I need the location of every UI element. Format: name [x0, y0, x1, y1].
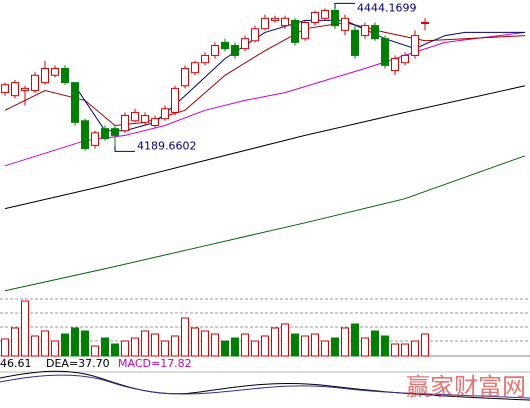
volume-bar — [151, 333, 159, 357]
moving-average-line — [4, 155, 526, 292]
volume-bar — [421, 333, 429, 357]
volume-bar — [321, 340, 329, 357]
volume-bar — [341, 327, 349, 357]
annotation-leader — [114, 145, 135, 152]
candle-body — [111, 128, 119, 136]
candle-body — [211, 44, 219, 56]
volume-bar — [391, 343, 399, 357]
candle-body — [221, 41, 229, 50]
volume-bar — [21, 300, 29, 357]
candle-body — [101, 128, 109, 140]
volume-bar — [301, 335, 309, 357]
volume-bar — [31, 335, 39, 357]
candle-body — [251, 28, 259, 42]
candle-body — [41, 67, 49, 84]
volume-bar — [401, 343, 409, 357]
volume-bar — [251, 340, 259, 357]
candle-body — [321, 9, 329, 19]
macd-dea-line — [0, 374, 530, 399]
volume-bar — [271, 327, 279, 357]
volume-bar — [51, 340, 59, 357]
volume-bar — [331, 337, 339, 357]
annotation-label: 4189.6602 — [137, 139, 197, 152]
candle-body — [121, 115, 129, 132]
candle-body — [271, 17, 279, 21]
candle-body — [231, 44, 239, 56]
candle-body — [51, 67, 59, 76]
candle-body — [381, 38, 389, 66]
volume-bar — [311, 333, 319, 357]
candle-body — [341, 17, 349, 31]
moving-average-line — [4, 85, 526, 210]
candle-body — [151, 118, 159, 126]
volume-bar — [291, 333, 299, 357]
volume-bar — [411, 340, 419, 357]
volume-bar — [231, 337, 239, 357]
volume-bar — [371, 330, 379, 357]
candle-body — [361, 25, 369, 37]
candle-body — [261, 17, 269, 30]
candle-body — [91, 132, 99, 146]
candle-body — [411, 35, 419, 56]
volume-bar — [101, 337, 109, 357]
macd-dif-label: 46.61 — [0, 357, 32, 370]
volume-bar — [121, 340, 129, 357]
macd-label: MACD=17.82 — [118, 357, 192, 370]
volume-bar — [11, 327, 19, 357]
macd-dea-label: DEA=37.70 — [46, 357, 110, 370]
candle-body — [311, 12, 319, 23]
volume-bar — [81, 330, 89, 357]
candle-body — [161, 108, 169, 120]
volume-bar — [111, 343, 119, 357]
volume-bar — [351, 323, 359, 357]
candle-body — [1, 84, 9, 94]
candle-body — [31, 74, 39, 91]
candle-body — [171, 87, 179, 113]
volume-bar — [211, 333, 219, 357]
annotation-label: 4444.1699 — [357, 1, 417, 14]
candle-body — [241, 38, 249, 50]
annotation-leader — [334, 2, 355, 9]
candle-body — [351, 29, 359, 56]
candle-body — [191, 62, 199, 74]
volume-bar — [361, 337, 369, 357]
volume-bar — [281, 323, 289, 357]
candle-body — [81, 120, 89, 149]
volume-bar — [71, 327, 79, 357]
candle-body — [61, 67, 69, 84]
candle-body — [421, 21, 429, 24]
candle-body — [371, 25, 379, 40]
volume-bar — [201, 330, 209, 357]
candle-body — [301, 21, 309, 40]
volume-bar — [191, 327, 199, 357]
volume-bar — [141, 330, 149, 357]
candle-body — [11, 82, 19, 97]
volume-bar — [131, 337, 139, 357]
candle-body — [71, 82, 79, 123]
candle-body — [201, 54, 209, 64]
candle-body — [331, 9, 339, 27]
candle-body — [181, 67, 189, 87]
volume-bar — [381, 335, 389, 357]
candle-body — [291, 19, 299, 43]
volume-bar — [221, 340, 229, 357]
volume-bar — [91, 345, 99, 357]
volume-bar — [61, 333, 69, 357]
watermark: 赢家财富网 — [406, 373, 526, 401]
volume-bar — [241, 333, 249, 357]
candle-body — [391, 58, 399, 72]
volume-bar — [161, 340, 169, 357]
candle-body — [401, 54, 409, 64]
candle-body — [141, 115, 149, 123]
candle-body — [131, 111, 139, 122]
candle-body — [21, 87, 29, 91]
volume-bar — [181, 317, 189, 357]
volume-bar — [41, 330, 49, 357]
volume-bar — [171, 335, 179, 357]
volume-bar — [1, 338, 9, 357]
candle-body — [281, 17, 289, 27]
volume-bar — [261, 335, 269, 357]
